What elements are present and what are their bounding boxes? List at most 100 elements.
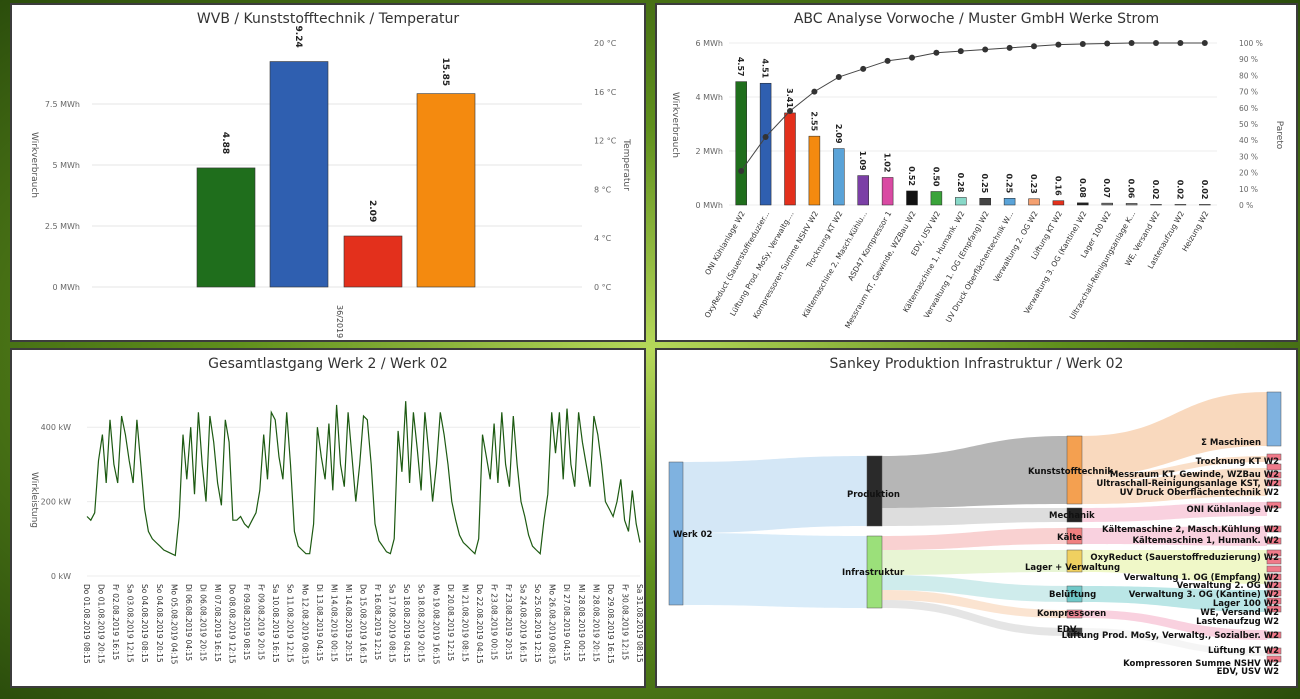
x-tick-label: So 18.08.2019 20:15 bbox=[417, 584, 426, 663]
sankey-node bbox=[1266, 605, 1282, 613]
x-tick-label: Mi 07.08.2019 16:15 bbox=[213, 584, 222, 662]
bar bbox=[881, 177, 894, 206]
chart-title: Gesamtlastgang Werk 2 / Werk 02 bbox=[208, 356, 448, 372]
chart-title: Sankey Produktion Infrastruktur / Werk 0… bbox=[829, 356, 1124, 372]
sankey-node bbox=[1266, 549, 1282, 557]
data-label: 2.09 bbox=[834, 124, 843, 144]
bar bbox=[1077, 202, 1089, 206]
pareto-point bbox=[909, 54, 915, 61]
y2-tick-label: 8 °C bbox=[594, 185, 612, 194]
y-tick-label: 7.5 MWh bbox=[45, 100, 80, 109]
x-tick-label: Fr 23.08.2019 20:15 bbox=[504, 584, 513, 660]
x-tick-label: Do 01.08.2019 08:15 bbox=[82, 584, 91, 664]
sankey-link bbox=[683, 533, 867, 608]
chart-panel-wvb: WVB / Kunststofftechnik / Temperatur 0 M… bbox=[10, 3, 646, 342]
y2-tick-label: 60 % bbox=[1239, 104, 1258, 113]
sankey-node-label: Kälte bbox=[1057, 533, 1082, 543]
pareto-point bbox=[1104, 40, 1111, 47]
y-tick-label: 200 kW bbox=[41, 498, 71, 507]
lastgang-chart: 0 kW 200 kW 400 kW Wirkleistung Do 01.08.201… bbox=[29, 401, 644, 665]
sankey-node-label: Kunststofftechnik bbox=[1028, 467, 1113, 477]
x-tick-label: Do 08.08.2019 12:15 bbox=[228, 584, 237, 664]
x-tick-label: Do 01.08.2019 20:15 bbox=[97, 584, 106, 664]
data-label: 1.09 bbox=[858, 151, 867, 171]
sankey-node-label: Messraum KT, Gewinde, WZBau W2 bbox=[1110, 470, 1279, 480]
data-label: 0.02 bbox=[1200, 180, 1209, 200]
y2-tick-label: 30 % bbox=[1239, 152, 1258, 161]
x-tick-label: Di 27.08.2019 04:15 bbox=[562, 584, 571, 661]
y-axis-label: Wirkleistung bbox=[29, 472, 39, 528]
sankey-node-label: WE, Versand W2 bbox=[1200, 608, 1279, 618]
pareto-line bbox=[740, 42, 1205, 172]
pareto-point bbox=[1128, 40, 1135, 46]
y-axis-label: Wirkverbrauch bbox=[29, 132, 39, 198]
data-label: 0.50 bbox=[931, 167, 940, 187]
data-label: 1.02 bbox=[883, 153, 892, 173]
bar bbox=[906, 190, 918, 206]
pareto-point bbox=[1153, 40, 1159, 46]
sankey-chart: Werk 02 Produktion Infrastruktur Kunststoff… bbox=[668, 391, 1282, 677]
pareto-point bbox=[884, 57, 891, 64]
y2-tick-label: 12 °C bbox=[594, 137, 617, 146]
sankey-link bbox=[1082, 586, 1267, 612]
bar bbox=[759, 82, 772, 206]
sankey-node bbox=[1066, 627, 1083, 637]
sankey-link bbox=[882, 590, 1067, 618]
y2-tick-label: 16 °C bbox=[594, 88, 617, 97]
data-label: 0.16 bbox=[1053, 176, 1062, 196]
sankey-link bbox=[882, 508, 1067, 526]
x-tick-label: Fr 16.08.2019 12:15 bbox=[373, 584, 382, 660]
data-label: 4.88 bbox=[220, 132, 230, 154]
data-label: 4.51 bbox=[761, 58, 770, 78]
data-label: 2.55 bbox=[809, 111, 818, 131]
sankey-link bbox=[882, 550, 1067, 575]
x-tick-label: Di 13.08.2019 04:15 bbox=[315, 584, 324, 661]
chart-panel-lastgang: Gesamtlastgang Werk 2 / Werk 02 0 kW 200 … bbox=[10, 348, 646, 688]
bar bbox=[196, 167, 256, 288]
sankey-node bbox=[1066, 435, 1083, 505]
pareto-point bbox=[1031, 43, 1037, 50]
bar bbox=[955, 197, 967, 206]
sankey-node bbox=[1266, 525, 1282, 533]
data-label: 2.09 bbox=[367, 200, 377, 222]
data-label: 0.02 bbox=[1151, 180, 1160, 200]
x-tick-label: Sa 03.08.2019 12:15 bbox=[126, 584, 135, 663]
sankey-node-label: EDV bbox=[1057, 625, 1077, 635]
bar bbox=[343, 235, 403, 288]
sankey-link bbox=[882, 600, 1067, 636]
bar bbox=[808, 135, 821, 206]
abc-chart: 0 MWh 2 MWh 4 MWh 6 MWh 0 % 10 % 20 % 30 % 40 % 5… bbox=[670, 39, 1284, 330]
sankey-node-label: Kältemaschine 2, Masch.Kühlung W2 bbox=[1102, 525, 1279, 535]
sankey-node-label: Verwaltung 2. OG W2 bbox=[1177, 581, 1279, 591]
bar bbox=[857, 175, 869, 206]
x-tick-label: Fr 09.08.2019 08:15 bbox=[242, 584, 251, 660]
x-tick-label: Mo 05.08.2019 04:15 bbox=[169, 584, 178, 665]
bar bbox=[930, 191, 943, 206]
pareto-point bbox=[787, 108, 793, 115]
sankey-link bbox=[1082, 456, 1267, 482]
y-tick-label: 5 MWh bbox=[52, 161, 80, 170]
sankey-node bbox=[1066, 527, 1083, 545]
bar bbox=[784, 112, 796, 206]
sankey-node bbox=[1266, 537, 1282, 545]
x-tick-label: Fr 09.08.2019 20:15 bbox=[257, 584, 266, 660]
sankey-node bbox=[1266, 581, 1282, 589]
sankey-node-label: EDV, USV W2 bbox=[1217, 667, 1279, 677]
data-label: 0.25 bbox=[980, 174, 989, 194]
sankey-node bbox=[1266, 573, 1282, 581]
sankey-node-label: OxyReduct (Sauerstoffreduzierung) W2 bbox=[1090, 553, 1279, 563]
x-tick-label: So 11.08.2019 12:15 bbox=[286, 584, 295, 663]
x-tick-label: Mi 14.08.2019 20:15 bbox=[344, 584, 353, 662]
data-label: 0.52 bbox=[907, 166, 916, 186]
bar bbox=[1028, 198, 1040, 206]
bar bbox=[1003, 198, 1016, 206]
y2-tick-label: 80 % bbox=[1239, 71, 1258, 80]
data-label: 0.25 bbox=[1005, 174, 1014, 194]
data-label: 0.23 bbox=[1029, 174, 1038, 194]
sankey-node-label: Kompressoren Summe NSHV W2 bbox=[1123, 659, 1279, 669]
x-tick-label: So 04.08.2019 08:15 bbox=[140, 584, 149, 663]
bar bbox=[1150, 204, 1162, 206]
sankey-link bbox=[1082, 502, 1267, 522]
y2-tick-label: 0 % bbox=[1239, 201, 1253, 210]
y-tick-label: 4 MWh bbox=[695, 93, 723, 102]
